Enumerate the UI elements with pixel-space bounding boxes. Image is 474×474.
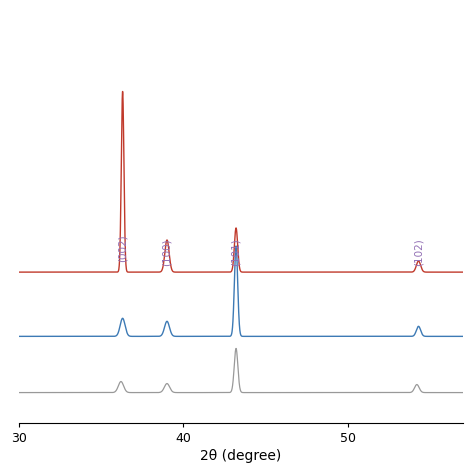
Text: (100): (100)	[162, 238, 172, 266]
Text: (002): (002)	[118, 235, 128, 262]
Text: (102): (102)	[413, 238, 423, 266]
Text: (101): (101)	[231, 238, 241, 266]
X-axis label: 2θ (degree): 2θ (degree)	[201, 449, 282, 463]
